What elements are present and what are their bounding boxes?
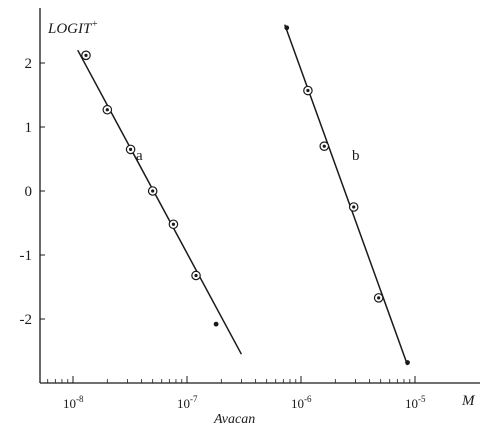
y-tick-label: 2 [25, 56, 33, 72]
data-points [81, 25, 410, 365]
data-point-b [373, 293, 384, 303]
data-point-b [348, 202, 359, 212]
data-point-a [168, 219, 179, 230]
marker-dot [151, 189, 155, 193]
data-point-a [191, 270, 201, 281]
series-label-b: b [352, 148, 360, 164]
marker-dot [322, 144, 326, 148]
y-tick-label: 0 [25, 184, 33, 200]
marker-dot [84, 53, 88, 57]
fit-line-a [77, 49, 243, 355]
data-point-a [213, 321, 219, 327]
y-axis-label: LOGIT+ [47, 19, 98, 37]
x-tick-label: 10-8 [63, 394, 84, 411]
data-point-a [81, 50, 91, 61]
y-tick-label: -2 [20, 312, 33, 328]
marker-dot [306, 88, 310, 93]
marker-dot [171, 222, 176, 226]
x-axis-label: Avacan [213, 412, 255, 427]
marker-dot [352, 205, 356, 209]
ticks: 2 1 0 -1 -2 10-8 10-7 10-6 10-5 [20, 56, 426, 411]
marker-dot [377, 296, 381, 300]
series-label-a: a [136, 148, 143, 164]
x-axis-unit: M [461, 393, 476, 409]
data-point-a [102, 104, 113, 115]
data-point-a [125, 144, 136, 155]
fit-line-b [284, 24, 409, 366]
data-point-b [284, 25, 290, 31]
x-tick-label: 10-5 [405, 394, 426, 411]
x-tick-label: 10-7 [177, 394, 198, 411]
fit-lines [77, 24, 409, 366]
marker-dot [128, 147, 133, 151]
labels: LOGIT+ Avacan M a b [47, 19, 476, 427]
axes [39, 8, 480, 384]
data-point-b [405, 360, 410, 365]
y-tick-label: -1 [20, 248, 33, 264]
data-point-b [319, 141, 330, 151]
data-point-b [303, 85, 313, 96]
data-point-a [147, 186, 158, 196]
marker-dot [194, 273, 198, 278]
marker-dot [105, 108, 109, 112]
x-tick-label: 10-6 [291, 394, 312, 411]
y-tick-label: 1 [25, 120, 33, 136]
